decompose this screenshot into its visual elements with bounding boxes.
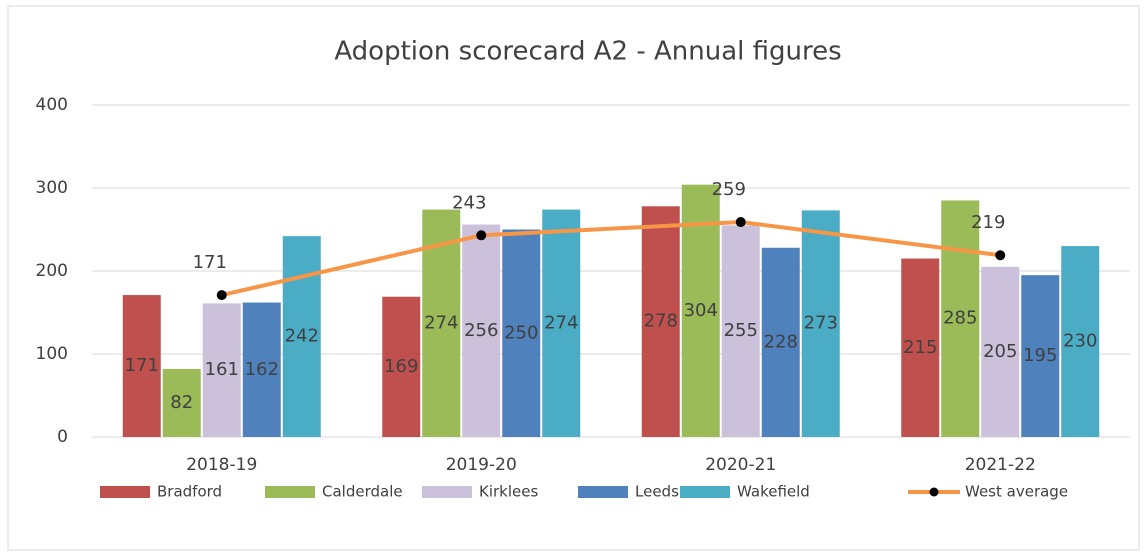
y-tick-label: 0: [57, 427, 68, 447]
y-tick-label: 300: [36, 178, 68, 198]
y-tick-label: 200: [36, 261, 68, 281]
data-label: 274: [544, 312, 578, 333]
data-label: 285: [943, 308, 977, 329]
legend-swatch: [422, 486, 472, 498]
legend-swatch: [680, 486, 730, 498]
data-label: 82: [170, 392, 193, 413]
data-label: 169: [384, 356, 418, 377]
data-label: 171: [125, 355, 159, 376]
data-label: 219: [971, 212, 1005, 233]
bar: [901, 258, 940, 437]
legend-label: West average: [965, 483, 1068, 501]
bar: [502, 229, 541, 437]
legend-swatch: [100, 486, 150, 498]
bar: [681, 184, 720, 437]
data-label: 273: [804, 313, 838, 334]
data-label: 161: [205, 359, 239, 380]
x-tick-label: 2020-21: [705, 455, 776, 475]
bar: [761, 247, 800, 437]
legend-swatch: [265, 486, 315, 498]
data-label: 274: [424, 312, 458, 333]
bar: [941, 200, 980, 437]
bar: [981, 266, 1020, 437]
line-marker: [735, 217, 746, 228]
data-label: 243: [452, 192, 486, 213]
x-tick-label: 2019-20: [446, 455, 517, 475]
bar: [801, 210, 840, 437]
legend-label: Wakefield: [737, 483, 810, 501]
bar: [122, 295, 161, 437]
x-tick-label: 2018-19: [186, 455, 257, 475]
legend-label: Kirklees: [479, 483, 538, 501]
bar: [542, 209, 581, 437]
legend-label: Bradford: [157, 483, 222, 501]
data-label: 250: [504, 322, 538, 343]
line-marker: [995, 250, 1006, 261]
legend-label: Calderdale: [322, 483, 403, 501]
data-label: 278: [644, 311, 678, 332]
legend-marker: [929, 487, 939, 497]
line: [221, 220, 1001, 298]
y-tick-label: 400: [36, 95, 68, 115]
x-tick-label: 2021-22: [965, 455, 1036, 475]
bar: [641, 206, 680, 437]
data-label: 162: [245, 359, 279, 380]
bar: [1021, 275, 1060, 437]
bar: [242, 302, 281, 437]
data-label: 256: [464, 320, 498, 341]
data-label: 304: [684, 300, 718, 321]
data-label: 259: [712, 179, 746, 200]
bar: [162, 368, 201, 437]
legend-swatch: [578, 486, 628, 498]
data-label: 205: [983, 341, 1017, 362]
bar: [1061, 246, 1100, 437]
data-label: 228: [764, 331, 798, 352]
data-label: 230: [1063, 331, 1097, 352]
bar: [462, 224, 501, 437]
data-label: 255: [724, 320, 758, 341]
data-label: 242: [285, 326, 319, 347]
data-label: 195: [1023, 345, 1057, 366]
legend-label: Leeds: [635, 483, 679, 501]
y-tick-label: 100: [36, 344, 68, 364]
data-label: 171: [193, 252, 227, 273]
bar: [721, 225, 760, 437]
data-label: 215: [903, 337, 937, 358]
bar: [382, 296, 421, 437]
line-marker: [216, 290, 227, 301]
bar: [202, 303, 241, 437]
chart-title: Adoption scorecard A2 - Annual figures: [334, 37, 841, 67]
line-marker: [476, 230, 487, 241]
bar: [282, 236, 321, 437]
